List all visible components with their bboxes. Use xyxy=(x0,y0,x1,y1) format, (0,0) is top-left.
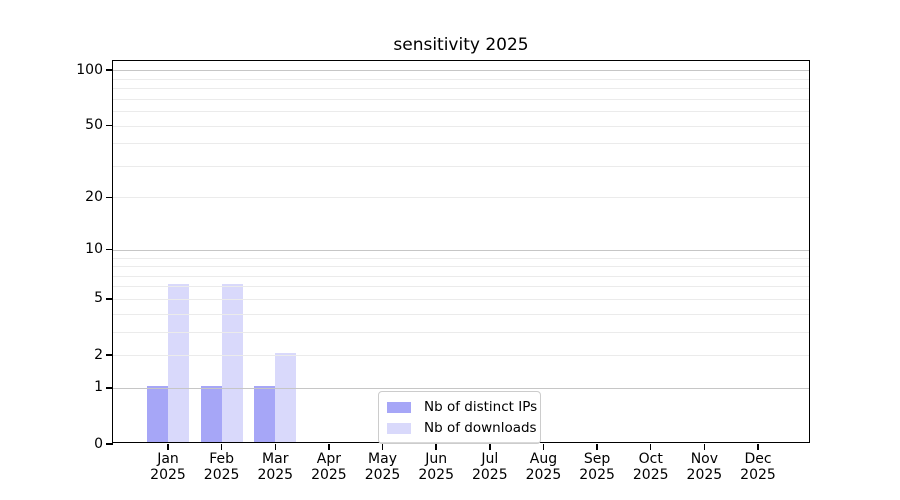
y-tick-20 xyxy=(106,196,113,199)
bar-ips-jan xyxy=(147,385,168,442)
x-tick-year-oct: 2025 xyxy=(632,467,669,483)
y-tick-50 xyxy=(106,124,113,127)
x-tick-month-apr: Apr xyxy=(316,451,342,467)
legend-label-downloads: Nb of downloads xyxy=(424,420,537,436)
x-tick-label-nov: Nov 2025 xyxy=(672,451,736,483)
y-tick-2 xyxy=(106,354,113,356)
x-tick-year-mar: 2025 xyxy=(257,467,294,483)
x-tick-aug xyxy=(542,444,545,450)
legend-item-distinct-ips: Nb of distinct IPs xyxy=(387,398,537,416)
chart-title: sensitivity 2025 xyxy=(393,35,529,55)
x-tick-month-sep: Sep xyxy=(583,451,611,467)
x-tick-label-jul: Jul 2025 xyxy=(458,451,522,483)
x-tick-month-oct: Oct xyxy=(638,451,663,467)
x-tick-feb xyxy=(220,444,223,450)
legend-swatch-downloads xyxy=(387,422,411,434)
x-tick-label-jan: Jan 2025 xyxy=(136,451,200,483)
x-tick-nov xyxy=(703,444,706,450)
x-tick-month-dec: Dec xyxy=(744,451,772,467)
y-tick-label-1: 1 xyxy=(94,379,103,396)
y-tick-5 xyxy=(106,298,113,300)
x-tick-label-feb: Feb 2025 xyxy=(190,451,254,483)
y-tick-label-0: 0 xyxy=(94,435,103,452)
y-tick-100 xyxy=(106,69,113,71)
x-tick-year-nov: 2025 xyxy=(686,467,723,483)
x-tick-year-dec: 2025 xyxy=(740,467,776,483)
x-tick-year-jan: 2025 xyxy=(150,467,186,483)
y-tick-1 xyxy=(106,387,113,389)
y-tick-label-100: 100 xyxy=(76,61,103,78)
bars-layer xyxy=(113,61,809,442)
x-tick-sep xyxy=(596,444,598,450)
x-tick-month-jun: Jun xyxy=(425,451,448,467)
x-tick-jul xyxy=(489,444,491,450)
x-tick-month-may: May xyxy=(368,451,397,467)
x-tick-year-apr: 2025 xyxy=(311,467,347,483)
bar-ips-mar xyxy=(254,385,276,442)
x-tick-year-may: 2025 xyxy=(364,467,401,483)
x-tick-month-nov: Nov xyxy=(690,451,719,467)
x-tick-label-sep: Sep 2025 xyxy=(565,451,629,483)
x-tick-label-dec: Dec 2025 xyxy=(726,451,790,483)
x-tick-may xyxy=(381,444,384,450)
y-tick-label-10: 10 xyxy=(85,241,103,258)
x-tick-year-feb: 2025 xyxy=(203,467,240,483)
x-tick-year-jul: 2025 xyxy=(471,467,508,483)
bar-downloads-mar xyxy=(275,353,297,442)
x-tick-jun xyxy=(435,444,437,450)
x-tick-mar xyxy=(274,444,276,450)
y-tick-label-20: 20 xyxy=(85,188,103,205)
x-tick-year-sep: 2025 xyxy=(579,467,615,483)
x-tick-jan xyxy=(167,444,169,450)
x-tick-year-jun: 2025 xyxy=(418,467,454,483)
x-tick-label-may: May 2025 xyxy=(351,451,415,483)
legend-label-distinct-ips: Nb of distinct IPs xyxy=(424,399,538,415)
x-tick-dec xyxy=(757,444,759,450)
x-tick-label-apr: Apr 2025 xyxy=(297,451,361,483)
x-tick-apr xyxy=(328,444,330,450)
bar-downloads-jan xyxy=(168,284,189,442)
x-tick-month-mar: Mar xyxy=(262,451,289,467)
x-tick-month-jan: Jan xyxy=(157,451,179,467)
axis-layer: 0 1 2 5 10 20 50 100 Jan 2025 Feb 2025 Mar 2025 Apr 202… xyxy=(76,61,809,483)
x-tick-label-mar: Mar 2025 xyxy=(243,451,307,483)
x-tick-label-oct: Oct 2025 xyxy=(619,451,683,483)
plot-area: 0 1 2 5 10 20 50 100 Jan 2025 Feb 2025 Mar 2025 Apr 202… xyxy=(76,60,810,483)
y-tick-label-50: 50 xyxy=(85,117,103,134)
y-tick-0 xyxy=(106,443,113,445)
legend: Nb of distinct IPs Nb of downloads xyxy=(378,391,541,444)
x-tick-month-jul: Jul xyxy=(481,451,499,467)
y-tick-label-5: 5 xyxy=(94,290,103,307)
x-tick-month-aug: Aug xyxy=(529,451,558,467)
legend-item-downloads: Nb of downloads xyxy=(387,419,537,437)
bar-downloads-feb xyxy=(221,284,243,442)
x-tick-year-aug: 2025 xyxy=(525,467,562,483)
bar-ips-feb xyxy=(200,385,222,442)
x-tick-label-jun: Jun 2025 xyxy=(404,451,468,483)
y-tick-10 xyxy=(106,249,113,251)
x-tick-month-feb: Feb xyxy=(209,451,235,467)
x-tick-label-aug: Aug 2025 xyxy=(511,451,575,483)
legend-swatch-distinct-ips xyxy=(387,401,411,413)
x-tick-oct xyxy=(650,444,652,450)
y-tick-label-2: 2 xyxy=(94,346,103,363)
